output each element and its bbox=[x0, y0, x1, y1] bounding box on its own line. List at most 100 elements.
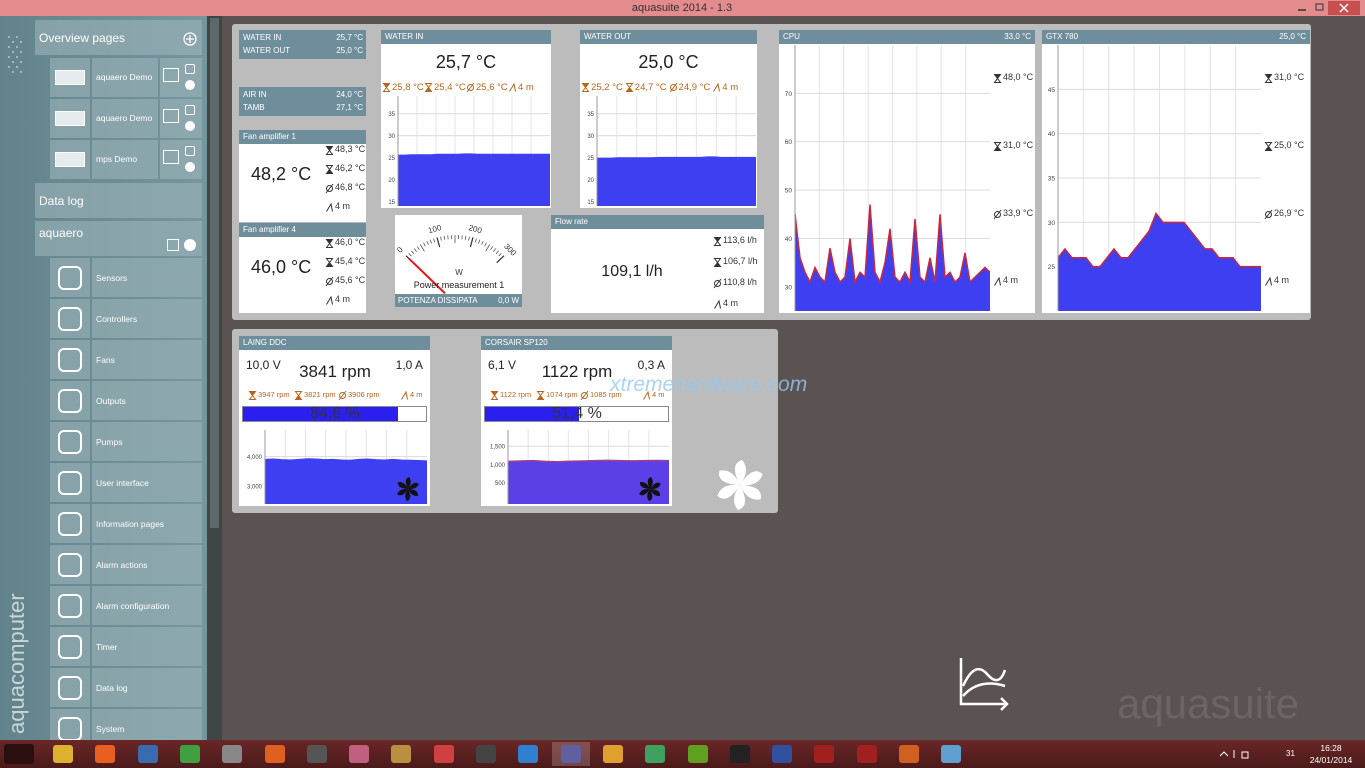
page-thumb[interactable] bbox=[50, 140, 90, 179]
menu-icon[interactable] bbox=[50, 463, 90, 502]
fan-blade bbox=[639, 482, 650, 489]
load-label: 51,4 % bbox=[552, 405, 602, 422]
menu-icon[interactable] bbox=[50, 340, 90, 379]
page-actions[interactable] bbox=[160, 58, 202, 97]
menu-item[interactable]: Information pages bbox=[92, 504, 202, 543]
page-item[interactable]: aquaero Demo bbox=[92, 58, 158, 97]
icon-fill bbox=[994, 74, 1001, 79]
dot bbox=[12, 51, 14, 53]
taskbar-app[interactable] bbox=[425, 742, 463, 766]
taskbar-app[interactable] bbox=[382, 742, 420, 766]
menu-label: Alarm actions bbox=[96, 560, 148, 570]
device-title: aquaero bbox=[39, 226, 84, 240]
menu-icon[interactable] bbox=[50, 586, 90, 625]
fan-blade bbox=[740, 471, 763, 486]
dot bbox=[8, 46, 10, 48]
menu-item[interactable]: Data log bbox=[92, 668, 202, 707]
dot bbox=[20, 51, 22, 53]
menu-icon[interactable] bbox=[50, 504, 90, 543]
page-item[interactable]: mps Demo bbox=[92, 140, 158, 179]
page-thumb[interactable] bbox=[50, 99, 90, 138]
widget-title: Fan amplifier 1 bbox=[243, 132, 296, 141]
icon-circle bbox=[326, 278, 333, 285]
taskbar-app[interactable] bbox=[171, 742, 209, 766]
menu-icon[interactable] bbox=[50, 258, 90, 297]
scrollbar[interactable] bbox=[207, 16, 222, 740]
page-actions[interactable] bbox=[160, 99, 202, 138]
taskbar-app[interactable] bbox=[509, 742, 547, 766]
icon-max bbox=[382, 83, 391, 92]
page-thumb[interactable] bbox=[50, 58, 90, 97]
menu-icon[interactable] bbox=[50, 668, 90, 707]
icon-min bbox=[625, 83, 634, 92]
overview-header[interactable]: Overview pages bbox=[35, 20, 202, 55]
taskbar-app[interactable] bbox=[932, 742, 970, 766]
menu-label: Alarm configuration bbox=[96, 601, 170, 611]
gauge-minor-tick bbox=[485, 244, 491, 252]
menu-glyph bbox=[58, 307, 82, 331]
menu-icon[interactable] bbox=[50, 422, 90, 461]
taskbar-app[interactable] bbox=[129, 742, 167, 766]
clock-date: 24/01/2014 bbox=[1309, 755, 1353, 765]
device-widget: LAING DDC 10,0 V 3841 rpm 1,0 A 3947 rpm 3821… bbox=[239, 336, 430, 506]
taskbar-app[interactable] bbox=[679, 742, 717, 766]
window-controls[interactable] bbox=[1292, 1, 1362, 15]
menu-item[interactable]: Alarm actions bbox=[92, 545, 202, 584]
menu-item[interactable]: Controllers bbox=[92, 299, 202, 338]
menu-item[interactable]: Outputs bbox=[92, 381, 202, 420]
taskbar-app[interactable] bbox=[763, 742, 801, 766]
taskbar-app[interactable] bbox=[848, 742, 886, 766]
icon-slash bbox=[713, 278, 722, 289]
menu-icon[interactable] bbox=[50, 709, 90, 740]
device-header[interactable]: aquaero bbox=[35, 221, 202, 256]
taskbar-app[interactable] bbox=[213, 742, 251, 766]
menu-icon[interactable] bbox=[50, 381, 90, 420]
taskbar-app[interactable] bbox=[721, 742, 759, 766]
menu-item[interactable]: Sensors bbox=[92, 258, 202, 297]
menu-item[interactable]: Pumps bbox=[92, 422, 202, 461]
taskbar-app[interactable] bbox=[86, 742, 124, 766]
icon-delta bbox=[401, 390, 408, 400]
page-actions[interactable] bbox=[160, 140, 202, 179]
taskbar-app[interactable] bbox=[594, 742, 632, 766]
menu-item[interactable]: User interface bbox=[92, 463, 202, 502]
taskbar-app[interactable] bbox=[805, 742, 843, 766]
taskbar-app[interactable] bbox=[256, 742, 294, 766]
taskbar-app[interactable] bbox=[551, 742, 590, 766]
stat-span: 4 m bbox=[722, 82, 739, 93]
menu-icon[interactable] bbox=[50, 545, 90, 584]
speed: 1122 rpm bbox=[541, 362, 613, 381]
add-icon bbox=[183, 32, 197, 46]
glyph-shape bbox=[58, 389, 82, 413]
page-item[interactable]: aquaero Demo bbox=[92, 99, 158, 138]
taskbar-app[interactable] bbox=[340, 742, 378, 766]
taskbar-app[interactable] bbox=[44, 742, 82, 766]
y-tick-label: 45 bbox=[1048, 87, 1056, 94]
stat-min: 25,0 °C bbox=[1274, 140, 1305, 150]
taskbar-app[interactable] bbox=[467, 742, 505, 766]
app-icon bbox=[602, 745, 623, 763]
menu-item[interactable]: Timer bbox=[92, 627, 202, 666]
stat-avg: 46,8 °C bbox=[335, 182, 366, 192]
menu-icon[interactable] bbox=[50, 299, 90, 338]
y-tick-label: 50 bbox=[785, 188, 793, 195]
flow-widget: Flow rate 109,1 l/h 113,6 l/h 106,7 l/h 110,… bbox=[551, 215, 764, 313]
data-log-header[interactable]: Data log bbox=[35, 183, 202, 218]
tray-badge: 31 bbox=[1286, 749, 1295, 758]
menu-item[interactable]: System bbox=[92, 709, 202, 740]
taskbar-app[interactable] bbox=[636, 742, 674, 766]
icon-max bbox=[325, 146, 334, 155]
stat-min: 1074 rpm bbox=[546, 390, 578, 399]
gauge-tick bbox=[436, 237, 441, 248]
taskbar-app[interactable] bbox=[298, 742, 336, 766]
menu-item[interactable]: Fans bbox=[92, 340, 202, 379]
gauge-tick-label: 300 bbox=[502, 242, 518, 258]
menu-icon[interactable] bbox=[50, 627, 90, 666]
y-tick-label: 1,000 bbox=[490, 463, 506, 469]
page-label: mps Demo bbox=[96, 154, 138, 164]
icon-slash bbox=[993, 209, 1002, 220]
start-button[interactable] bbox=[4, 744, 34, 764]
menu-item[interactable]: Alarm configuration bbox=[92, 586, 202, 625]
current: 1,0 A bbox=[395, 358, 423, 372]
taskbar-app[interactable] bbox=[890, 742, 928, 766]
